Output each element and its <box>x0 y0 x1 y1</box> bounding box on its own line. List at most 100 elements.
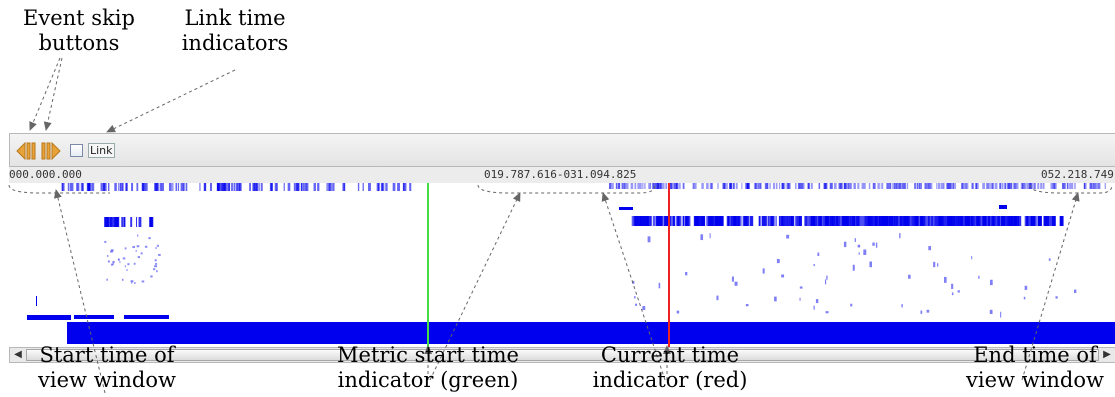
trace-event <box>658 282 661 289</box>
trace-event <box>1071 183 1074 189</box>
trace-event <box>818 183 821 189</box>
trace-event <box>305 183 309 191</box>
link-label[interactable]: Link <box>88 143 115 158</box>
trace-event <box>688 216 691 226</box>
link-checkbox[interactable] <box>70 144 83 157</box>
trace-event <box>137 234 139 237</box>
trace-event <box>114 217 118 227</box>
trace-event <box>706 183 709 189</box>
trace-event <box>759 183 762 189</box>
skip-forward-icon[interactable] <box>41 141 61 161</box>
horizontal-scrollbar[interactable]: ◀ ▶ <box>9 347 1115 363</box>
trace-event <box>610 183 614 189</box>
event-skip-annotation-line2: buttons <box>38 31 120 55</box>
trace-event <box>829 183 831 189</box>
trace-event <box>329 183 332 191</box>
trace-event <box>124 265 126 268</box>
scroll-right-arrow-icon[interactable]: ▶ <box>1103 349 1111 360</box>
trace-event <box>1008 183 1011 189</box>
trace-event <box>634 183 637 189</box>
trace-event <box>877 183 879 189</box>
start-time-annotation-line2: view window <box>38 368 176 392</box>
trace-event <box>726 183 728 189</box>
trace-event <box>154 265 158 268</box>
trace-event <box>723 183 725 189</box>
trace-event <box>858 252 860 255</box>
trace-event <box>656 183 659 189</box>
trace-event <box>141 183 144 191</box>
trace-event <box>965 183 969 189</box>
trace-event <box>1095 183 1097 189</box>
trace-event <box>630 183 634 189</box>
trace-event <box>126 269 128 272</box>
trace-event <box>722 183 726 189</box>
trace-event <box>729 183 732 189</box>
trace-event <box>904 183 906 189</box>
trace-event <box>999 183 1002 189</box>
trace-event <box>825 311 829 314</box>
toolbar: Link <box>9 133 1115 167</box>
trace-event <box>781 183 785 189</box>
trace-event <box>903 183 907 189</box>
trace-event <box>762 268 765 274</box>
trace-event <box>854 183 856 189</box>
trace-event <box>116 217 119 227</box>
skip-back-icon[interactable] <box>16 141 36 161</box>
trace-event <box>648 183 651 189</box>
trace-event <box>700 234 704 241</box>
trace-event <box>671 183 673 189</box>
arrow-link-time <box>106 69 236 133</box>
scroll-left-arrow-icon[interactable]: ◀ <box>14 349 22 360</box>
trace-event <box>709 216 712 226</box>
trace-event <box>914 183 916 189</box>
trace-event <box>869 261 873 268</box>
trace-event <box>937 263 939 267</box>
trace-event <box>224 183 227 191</box>
trace-event <box>1048 258 1051 261</box>
trace-event <box>924 183 926 189</box>
trace-event <box>809 216 1019 226</box>
trace-event <box>634 216 636 226</box>
trace-event <box>1004 183 1006 189</box>
trace-event <box>233 183 236 191</box>
trace-event <box>1028 183 1031 189</box>
scrollbar-thumb[interactable] <box>26 349 1099 361</box>
trace-event <box>249 183 251 191</box>
trace-event <box>274 183 277 191</box>
trace-event <box>920 310 923 314</box>
trace-event <box>1069 183 1072 189</box>
trace-event <box>727 216 730 226</box>
trace-event <box>918 183 921 189</box>
trace-event <box>843 183 846 189</box>
trace-event <box>130 280 134 283</box>
trace-event <box>112 217 115 227</box>
trace-event <box>1066 183 1069 189</box>
trace-event <box>154 183 156 191</box>
trace-event <box>376 183 380 191</box>
trace-event <box>902 183 905 189</box>
trace-event <box>786 183 789 189</box>
trace-event <box>140 217 142 227</box>
trace-event <box>971 183 974 189</box>
trace-event <box>774 296 777 302</box>
trace-event <box>209 183 213 191</box>
trace-event <box>895 183 898 189</box>
trace-event <box>616 183 618 189</box>
trace-event <box>142 183 146 191</box>
trace-event <box>1052 216 1056 226</box>
trace-event <box>961 183 965 189</box>
trace-event <box>154 259 157 262</box>
trace-event <box>951 283 954 289</box>
trace-event <box>957 290 960 293</box>
start-time-annotation: Start time of view window <box>17 343 197 393</box>
trace-event <box>716 295 719 301</box>
trace-view[interactable] <box>9 183 1115 347</box>
trace-event <box>132 246 136 249</box>
trace-event <box>989 279 993 286</box>
trace-event <box>818 183 820 189</box>
trace-event <box>1001 183 1004 189</box>
trace-event <box>975 183 977 189</box>
trace-event <box>679 183 681 189</box>
trace-event <box>362 183 364 191</box>
selection-range-label: 019.787.616-031.094.825 <box>484 168 637 181</box>
